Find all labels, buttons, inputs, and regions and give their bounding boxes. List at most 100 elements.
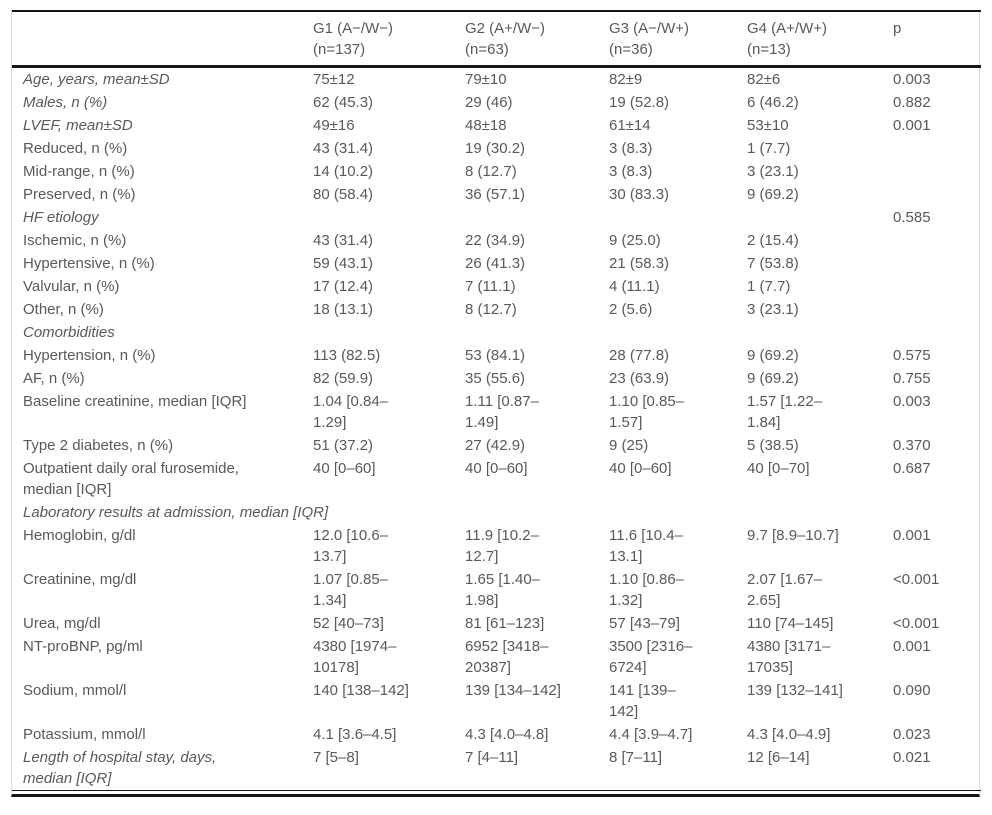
cell-g3: 3 (8.3) — [609, 163, 653, 180]
cell-g1: 59 (43.1) — [313, 255, 374, 272]
row-label: Urea, mg/dl — [23, 615, 101, 632]
table-row: Laboratory results at admission, median … — [12, 501, 981, 524]
cell-g4: 9 (69.2) — [747, 347, 799, 364]
table-row: AF, n (%) 82 (59.9) 35 (55.6) 23 (63.9) 9 (6… — [12, 367, 981, 390]
cell-g4 — [747, 206, 893, 229]
cell-p-value: 0.687 — [893, 460, 931, 477]
cell-g3: 3500 [2316– 6724] — [609, 638, 693, 676]
row-label: Outpatient daily oral furosemide, median… — [23, 460, 239, 498]
cell-g3: 28 (77.8) — [609, 347, 670, 364]
cell-g2: 22 (34.9) — [465, 232, 526, 249]
row-label: Hemoglobin, g/dl — [23, 527, 136, 544]
cell-g1: 51 (37.2) — [313, 437, 374, 454]
cell-g3: 21 (58.3) — [609, 255, 670, 272]
cell-g2: 7 (11.1) — [465, 278, 516, 295]
cell-p-value: <0.001 — [893, 571, 940, 588]
table-row: Mid-range, n (%) 14 (10.2) 8 (12.7) 3 (8.3)… — [12, 160, 981, 183]
header-p-value: p — [893, 11, 981, 68]
characteristics-table: G1 (A−/W−) (n=137) G2 (A+/W−) (n=63) G3 … — [12, 10, 981, 791]
cell-g1: 80 (58.4) — [313, 186, 374, 203]
cell-p-value: 0.090 — [893, 682, 931, 699]
cell-g3: 4 (11.1) — [609, 278, 660, 295]
table-row: Potassium, mmol/l 4.1 [3.6–4.5] 4.3 [4.0–4… — [12, 723, 981, 746]
cell-g4: 9 (69.2) — [747, 186, 799, 203]
cell-g2: 19 (30.2) — [465, 140, 526, 157]
cell-p-value: 0.003 — [893, 71, 931, 88]
table-row: Males, n (%) 62 (45.3) 29 (46) 19 (52.8) 6 (… — [12, 91, 981, 114]
cell-g4: 53±10 — [747, 117, 789, 134]
table-row: Preserved, n (%) 80 (58.4) 36 (57.1) 30 (83… — [12, 183, 981, 206]
cell-g1: 14 (10.2) — [313, 163, 374, 180]
cell-g3: 30 (83.3) — [609, 186, 670, 203]
cell-g4: 2.07 [1.67– 2.65] — [747, 571, 823, 609]
cell-g3: 11.6 [10.4– 13.1] — [609, 527, 683, 565]
cell-g4: 6 (46.2) — [747, 94, 799, 111]
row-label: NT-proBNP, pg/ml — [23, 638, 143, 655]
cell-p-value: 0.021 — [893, 749, 931, 766]
cell-g4: 40 [0–70] — [747, 460, 810, 477]
table-row: Ischemic, n (%) 43 (31.4) 22 (34.9) 9 (25.0… — [12, 229, 981, 252]
row-label: Length of hospital stay, days, median [I… — [23, 749, 217, 787]
cell-g3: 3 (8.3) — [609, 140, 653, 157]
cell-p-value: 0.001 — [893, 117, 931, 134]
table-row: Comorbidities — [12, 321, 981, 344]
row-label: Other, n (%) — [23, 301, 104, 318]
row-label: HF etiology — [23, 209, 99, 226]
cell-g4: 5 (38.5) — [747, 437, 799, 454]
cell-p-value: 0.585 — [893, 209, 931, 226]
cell-g1: 49±16 — [313, 117, 355, 134]
cell-g1: 7 [5–8] — [313, 749, 359, 766]
row-label: Hypertension, n (%) — [23, 347, 156, 364]
cell-p-value — [893, 183, 981, 206]
cell-p-value — [893, 298, 981, 321]
table-row: Other, n (%) 18 (13.1) 8 (12.7) 2 (5.6) 3 (2… — [12, 298, 981, 321]
cell-g2: 1.11 [0.87– 1.49] — [465, 393, 539, 431]
cell-g4: 7 (53.8) — [747, 255, 799, 272]
table-header-row: G1 (A−/W−) (n=137) G2 (A+/W−) (n=63) G3 … — [12, 11, 981, 68]
cell-g2: 11.9 [10.2– 12.7] — [465, 527, 539, 565]
table-row: Hemoglobin, g/dl 12.0 [10.6– 13.7] 11.9 [1… — [12, 524, 981, 568]
row-label: Valvular, n (%) — [23, 278, 120, 295]
cell-g2: 53 (84.1) — [465, 347, 526, 364]
cell-g2: 4.3 [4.0–4.8] — [465, 726, 549, 743]
cell-g4: 9 (69.2) — [747, 370, 799, 387]
cell-g4: 9.7 [8.9–10.7] — [747, 527, 839, 544]
cell-g1: 4.1 [3.6–4.5] — [313, 726, 397, 743]
table-row: Hypertensive, n (%) 59 (43.1) 26 (41.3) 21 … — [12, 252, 981, 275]
row-label: AF, n (%) — [23, 370, 85, 387]
cell-p-value: <0.001 — [893, 615, 940, 632]
cell-g3: 19 (52.8) — [609, 94, 670, 111]
cell-p-value: 0.023 — [893, 726, 931, 743]
cell-g1: 17 (12.4) — [313, 278, 374, 295]
header-group-g1: G1 (A−/W−) (n=137) — [313, 11, 465, 68]
cell-g4 — [747, 321, 893, 344]
cell-p-value — [893, 229, 981, 252]
cell-g3: 23 (63.9) — [609, 370, 670, 387]
table-row: Sodium, mmol/l 140 [138–142] 139 [134–142]… — [12, 679, 981, 723]
cell-p-value: 0.575 — [893, 347, 931, 364]
table-row: Reduced, n (%) 43 (31.4) 19 (30.2) 3 (8.3) 1… — [12, 137, 981, 160]
header-group-g2: G2 (A+/W−) (n=63) — [465, 11, 609, 68]
cell-g3: 141 [139– 142] — [609, 682, 676, 720]
cell-g2: 6952 [3418– 20387] — [465, 638, 549, 676]
cell-g3: 40 [0–60] — [609, 460, 672, 477]
cell-g4: 12 [6–14] — [747, 749, 810, 766]
row-label: Baseline creatinine, median [IQR] — [23, 393, 247, 410]
cell-p-value — [893, 160, 981, 183]
cell-g3: 9 (25) — [609, 437, 649, 454]
cell-g4: 2 (15.4) — [747, 232, 799, 249]
cell-g2: 29 (46) — [465, 94, 513, 111]
cell-g1: 12.0 [10.6– 13.7] — [313, 527, 389, 565]
table-row: LVEF, mean±SD 49±16 48±18 61±14 53±10 0.001 — [12, 114, 981, 137]
row-label: Comorbidities — [23, 324, 115, 341]
cell-g4: 1 (7.7) — [747, 278, 791, 295]
cell-g4: 82±6 — [747, 71, 781, 88]
header-group-g4: G4 (A+/W+) (n=13) — [747, 11, 893, 68]
cell-g2: 1.65 [1.40– 1.98] — [465, 571, 541, 609]
cell-p-value — [893, 137, 981, 160]
cell-g1: 1.04 [0.84– 1.29] — [313, 393, 389, 431]
cell-g2: 8 (12.7) — [465, 301, 517, 318]
cell-g2: 48±18 — [465, 117, 507, 134]
table-row: Creatinine, mg/dl 1.07 [0.85– 1.34] 1.65 [… — [12, 568, 981, 612]
cell-g2: 40 [0–60] — [465, 460, 528, 477]
